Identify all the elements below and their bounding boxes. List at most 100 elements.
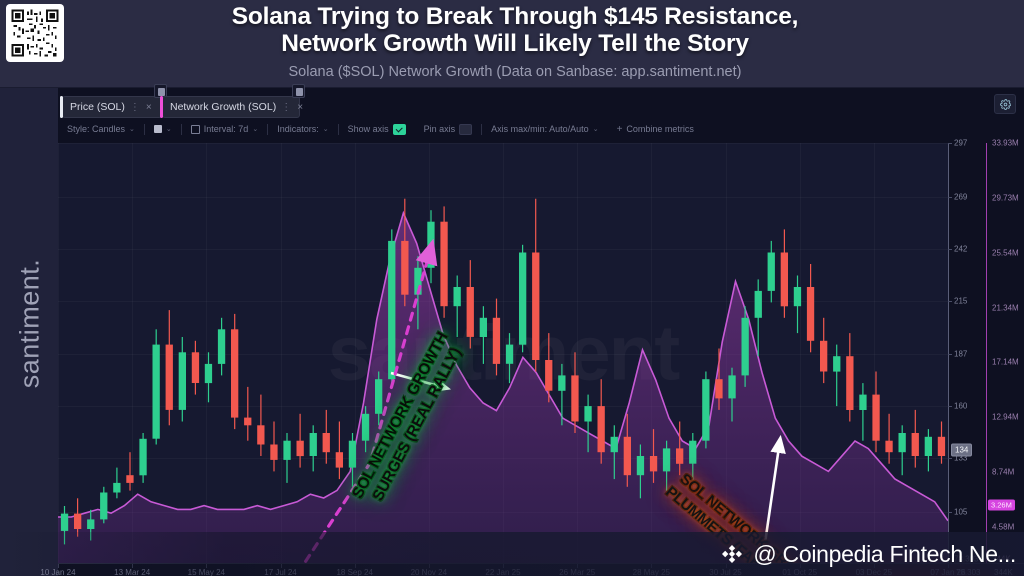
color-selector[interactable]: ⌄: [145, 119, 181, 139]
candle-body: [348, 440, 357, 468]
network-axis-tick: 4.58M: [992, 522, 1015, 532]
network-axis-tick: 17.14M: [992, 357, 1019, 367]
candle-body: [532, 252, 540, 360]
candle-body: [401, 240, 409, 295]
chart-app: santiment. Price (SOL) ⋮ × Network Growt…: [0, 84, 1024, 576]
axis-tick-mark: [948, 196, 952, 198]
interval-selector[interactable]: Interval: 7d ⌄: [182, 119, 267, 139]
network-axis-tick: 29.73M: [992, 193, 1019, 203]
metric-menu-icon-price[interactable]: ⋮: [129, 101, 141, 113]
candle-body: [728, 375, 736, 399]
candle-body: [283, 440, 291, 460]
price-axis-line: [948, 143, 949, 563]
chevron-down-icon: ⌄: [129, 126, 135, 133]
metric-color-swatch-network-growth: [160, 96, 163, 118]
show-axis-toggle[interactable]: Show axis: [339, 119, 415, 139]
color-swatch-icon: [153, 125, 162, 133]
network-growth-axis[interactable]: 33.93M 29.73M 25.54M 21.34M 17.14M 12.94M 8.74…: [986, 139, 1024, 564]
indicators-selector[interactable]: Indicators: ⌄: [268, 119, 337, 139]
axis-tick-mark: [948, 143, 952, 144]
indicators-label: Indicators:: [277, 124, 319, 134]
chart-settings-toolbar: Style: Candles ⌄ ⌄ Interval: 7d ⌄ Indica…: [58, 119, 1024, 139]
price-axis-tick: 297: [954, 138, 968, 148]
candle-body: [767, 252, 775, 291]
candle-body: [820, 340, 828, 372]
candle-body: [139, 438, 147, 476]
qr-code-icon: [6, 4, 64, 62]
checkbox-checked-icon[interactable]: [392, 123, 406, 135]
style-selector[interactable]: Style: Candles ⌄: [58, 119, 144, 139]
candle-body: [296, 440, 304, 457]
candle-body: [152, 344, 160, 439]
chevron-down-icon: ⌄: [592, 126, 599, 133]
chevron-down-icon: ⌄: [165, 126, 172, 133]
plus-icon: +: [616, 123, 623, 135]
candle-body: [335, 452, 343, 468]
checkbox-unchecked-icon[interactable]: [459, 123, 473, 135]
network-axis-tick: 33.93M: [992, 138, 1019, 148]
candle-body: [610, 436, 618, 453]
show-axis-label: Show axis: [347, 124, 389, 134]
candle-body: [702, 379, 710, 441]
metric-close-icon-network-growth[interactable]: ×: [297, 101, 304, 113]
candle-body: [165, 344, 173, 410]
combine-metrics-label: Combine metrics: [626, 124, 694, 134]
combine-metrics-button[interactable]: + Combine metrics: [608, 119, 703, 139]
metric-tab-price[interactable]: Price (SOL) ⋮ ×: [60, 84, 167, 118]
santiment-wordmark: santiment.: [14, 258, 45, 389]
candle-body: [584, 406, 592, 422]
candle-body: [872, 394, 880, 441]
price-axis-tick: 269: [954, 192, 968, 202]
candle-body: [204, 363, 213, 384]
candle-body: [87, 519, 95, 529]
candle-body: [649, 456, 658, 472]
candle-body: [322, 433, 330, 453]
candle-body: [885, 440, 893, 453]
axis-tick-mark: [948, 458, 952, 459]
chart-plot-area[interactable]: santiment SOL NETWORK GROWTH SURGES (REA…: [58, 143, 948, 563]
metric-close-icon-price[interactable]: ×: [145, 101, 152, 113]
diamond-logo-icon: [720, 542, 744, 566]
axis-tick-mark: [948, 511, 952, 513]
network-axis-tick: 21.34M: [992, 303, 1019, 313]
candle-body: [597, 406, 605, 453]
price-axis-tick: 187: [954, 349, 968, 359]
candle-body: [545, 360, 553, 391]
arrow-green: [390, 371, 452, 393]
divider: [267, 123, 269, 135]
candle-body: [74, 513, 82, 529]
metric-tab-label-price: Price (SOL): [70, 101, 125, 113]
candle-body: [479, 317, 487, 337]
candle-body: [898, 433, 906, 453]
pin-axis-toggle[interactable]: Pin axis: [415, 119, 482, 139]
chevron-down-icon: ⌄: [322, 126, 329, 133]
metric-tab-network-growth[interactable]: Network Growth (SOL) ⋮ ×: [160, 84, 305, 118]
price-axis[interactable]: 29726924221518716013310578.303134: [948, 139, 986, 564]
divider: [337, 123, 339, 135]
price-current-badge: 134: [951, 443, 973, 457]
candle-body: [191, 352, 200, 383]
candle-body: [231, 329, 239, 418]
page-title-line-2: Network Growth Will Likely Tell the Stor…: [281, 30, 749, 57]
candle-body: [846, 356, 854, 410]
page-subtitle: Solana ($SOL) Network Growth (Data on Sa…: [288, 64, 742, 80]
candle-body: [924, 436, 932, 456]
caption-handle: @ Coinpedia Fintech Ne...: [753, 540, 1016, 567]
axis-tick-mark: [948, 406, 952, 408]
network-growth-series: [58, 210, 948, 563]
candle-body: [414, 267, 422, 295]
axis-tick-mark: [948, 248, 952, 250]
gear-icon[interactable]: [994, 94, 1016, 114]
network-growth-line: [58, 210, 948, 522]
network-axis-tick: 25.54M: [992, 248, 1019, 258]
candle-body: [361, 413, 370, 441]
candle-body: [558, 375, 566, 391]
metric-tab-label-network-growth: Network Growth (SOL): [170, 101, 277, 113]
network-axis-tick: 12.94M: [992, 412, 1019, 422]
candle-body: [519, 252, 527, 345]
network-growth-area: [58, 213, 948, 563]
axis-minmax-selector[interactable]: Axis max/min: Auto/Auto ⌄: [482, 119, 607, 139]
metric-menu-icon-network-growth[interactable]: ⋮: [281, 101, 293, 113]
metric-tabs: Price (SOL) ⋮ × Network Growth (SOL) ⋮ ×: [58, 84, 1024, 122]
candle-body: [466, 287, 474, 337]
